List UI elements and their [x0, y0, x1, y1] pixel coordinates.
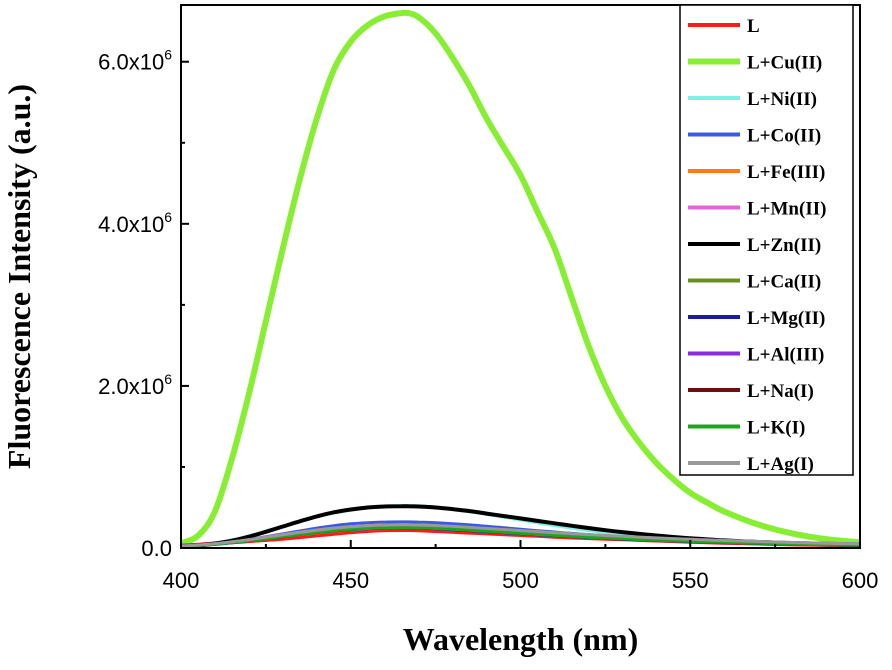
series-line-l-k-i [181, 526, 860, 548]
legend-label: L+Mn(II) [747, 199, 826, 220]
y-tick-label: 6.0x106 [98, 47, 172, 75]
legend-label: L+Cu(II) [747, 53, 822, 74]
x-tick-label: 550 [672, 568, 709, 593]
x-tick-label: 400 [163, 568, 200, 593]
y-axis: 0.0 2.0x106 4.0x106 6.0x106 [98, 47, 189, 561]
legend-label: L+Fe(III) [747, 162, 825, 183]
legend-label: L+Co(II) [747, 126, 821, 147]
legend-label: L+Ni(II) [747, 89, 817, 110]
y-axis-title: Fluorescence Intensity (a.u.) [1, 84, 37, 469]
legend-label: L+K(I) [747, 418, 805, 439]
x-axis: 400 450 500 550 600 [163, 540, 879, 593]
x-axis-title: Wavelength (nm) [403, 621, 639, 657]
y-tick-label: 4.0x106 [98, 209, 172, 237]
series-line-l-ag-i [181, 523, 860, 548]
legend-label: L [747, 16, 760, 37]
legend-label: L+Zn(II) [747, 235, 821, 256]
x-tick-label: 600 [842, 568, 879, 593]
x-tick-label: 450 [332, 568, 369, 593]
x-tick-label: 500 [502, 568, 539, 593]
series-lines [181, 9, 860, 548]
y-tick-label: 2.0x106 [98, 371, 172, 399]
legend-label: L+Ag(I) [747, 454, 814, 475]
legend: L L+Cu(II) L+Ni(II) L+Co(II) L+Fe(III) L+Mn(I… [679, 4, 854, 476]
legend-label: L+Mg(II) [747, 308, 825, 329]
legend-label: L+Na(I) [747, 381, 814, 402]
legend-label: L+Ca(II) [747, 272, 821, 293]
series-line-l-cu-ii [181, 9, 860, 546]
y-tick-label: 0.0 [141, 536, 172, 561]
legend-label: L+Al(III) [747, 345, 824, 366]
legend-box [679, 4, 854, 476]
